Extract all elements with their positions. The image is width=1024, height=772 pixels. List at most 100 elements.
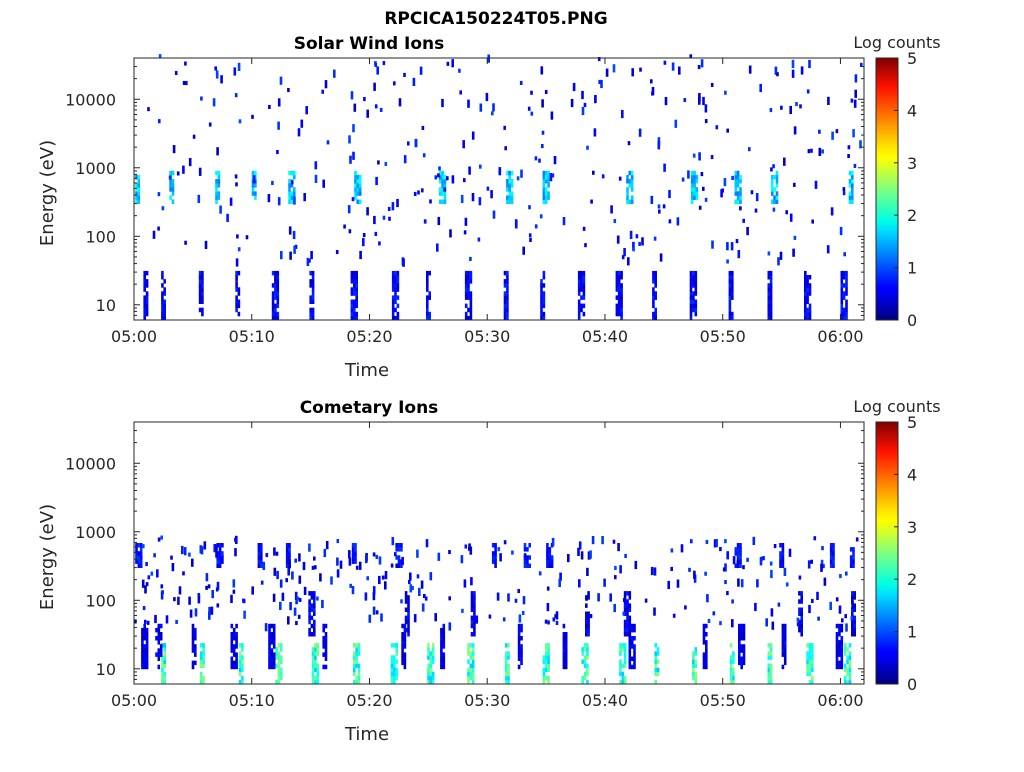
spectrogram-cell: [172, 145, 176, 154]
spectrogram-cell: [191, 623, 195, 629]
spectrogram-cell: [277, 679, 281, 685]
spectrogram-cell: [464, 283, 468, 288]
spectrogram-cell: [846, 659, 849, 664]
spectrogram-cell: [157, 627, 161, 633]
spectrogram-cell: [582, 287, 586, 292]
spectrogram-cell: [276, 311, 280, 317]
spectrogram-cell: [700, 59, 704, 68]
spectrogram-cell: [235, 660, 238, 666]
spectrogram-cell: [503, 125, 506, 130]
spectrogram-cell: [161, 671, 164, 677]
spectrogram-cell: [695, 179, 699, 184]
spectrogram-cell: [358, 179, 362, 184]
spectrogram-cell: [585, 603, 588, 608]
spectrogram-cell: [767, 307, 771, 313]
spectrogram-cell: [268, 632, 271, 637]
spectrogram-cell: [577, 275, 581, 280]
spectrogram-cell: [853, 99, 857, 108]
spectrogram-cell: [783, 652, 787, 657]
spectrogram-cell: [479, 103, 483, 112]
spectrogram-cell: [528, 205, 531, 210]
spectrogram-cell: [767, 651, 771, 656]
spectrogram-cell: [308, 607, 311, 612]
spectrogram-cell: [268, 660, 271, 666]
spectrogram-cell: [309, 307, 312, 313]
spectrogram-cell: [322, 636, 325, 641]
y-tick-label: 10000: [65, 90, 116, 109]
spectrogram-cell: [145, 283, 149, 288]
spectrogram-cell: [143, 303, 146, 309]
spectrogram-cell: [732, 667, 735, 673]
spectrogram-cell: [268, 640, 271, 645]
spectrogram-cell: [426, 295, 429, 300]
spectrogram-cell: [577, 315, 581, 321]
spectrogram-cell: [615, 295, 619, 300]
spectrogram-cell: [517, 656, 521, 661]
spectrogram-cell: [806, 651, 809, 656]
spectrogram-cell: [848, 655, 852, 660]
spectrogram-cell: [738, 648, 741, 653]
spectrogram-cell: [547, 659, 550, 664]
spectrogram-cell: [771, 174, 774, 180]
spectrogram-cell: [212, 98, 216, 107]
spectrogram-cell: [734, 187, 738, 192]
spectrogram-cell: [848, 199, 852, 204]
spectrogram-cell: [270, 656, 274, 661]
spectrogram-cell: [276, 295, 280, 300]
spectrogram-cell: [835, 644, 839, 649]
spectrogram-cell: [832, 563, 835, 568]
spectrogram-cell: [510, 179, 514, 184]
spectrogram-cell: [544, 651, 548, 656]
spectrogram-cell: [353, 307, 356, 313]
spectrogram-cell: [781, 563, 785, 568]
spectrogram-cell: [806, 655, 809, 660]
spectrogram-cell: [272, 640, 276, 645]
spectrogram-cell: [288, 195, 291, 200]
spectrogram-cell: [840, 311, 844, 317]
spectrogram-cell: [734, 191, 738, 196]
spectrogram-cell: [310, 591, 314, 596]
spectrogram-cell: [277, 643, 281, 648]
spectrogram-cell: [692, 275, 695, 280]
spectrogram-cell: [394, 299, 397, 304]
spectrogram-cell: [729, 659, 733, 664]
spectrogram-cell: [324, 656, 328, 661]
spectrogram-cell: [268, 104, 271, 109]
spectrogram-cell: [309, 295, 312, 300]
spectrogram-cell: [772, 164, 775, 169]
spectrogram-cell: [615, 307, 619, 313]
spectrogram-cell: [628, 632, 632, 637]
spectrogram-cell: [441, 183, 444, 188]
spectrogram-cell: [775, 179, 779, 184]
spectrogram-cell: [638, 128, 642, 137]
spectrogram-cell: [324, 644, 328, 649]
spectrogram-cell: [215, 199, 218, 204]
spectrogram-cell: [230, 636, 234, 641]
spectrogram-cell: [464, 315, 468, 321]
spectrogram-cell: [354, 555, 357, 560]
spectrogram-cell: [217, 195, 221, 200]
spectrogram-cell: [442, 627, 446, 633]
spectrogram-cell: [503, 295, 507, 300]
spectrogram-cell: [603, 578, 606, 587]
y-tick-label: 10: [96, 296, 116, 315]
spectrogram-cell: [188, 552, 191, 557]
spectrogram-cell: [390, 659, 394, 664]
spectrogram-cell: [270, 652, 274, 657]
spectrogram-cell: [442, 644, 446, 649]
spectrogram-cell: [652, 315, 655, 321]
spectrogram-cell: [311, 659, 315, 664]
spectrogram-cell: [473, 611, 476, 616]
spectrogram-cell: [800, 611, 803, 616]
spectrogram-cell: [202, 659, 205, 664]
spectrogram-cell: [355, 291, 358, 296]
spectrogram-cell: [623, 663, 627, 668]
spectrogram-cell: [429, 572, 433, 581]
y-tick-label: 10000: [65, 454, 116, 473]
spectrogram-cell: [353, 667, 356, 673]
spectrogram-cell: [143, 644, 146, 649]
spectrogram-cell: [658, 209, 661, 214]
spectrogram-cell: [199, 679, 203, 685]
spectrogram-cell: [742, 652, 746, 657]
spectrogram-cell: [290, 170, 294, 176]
